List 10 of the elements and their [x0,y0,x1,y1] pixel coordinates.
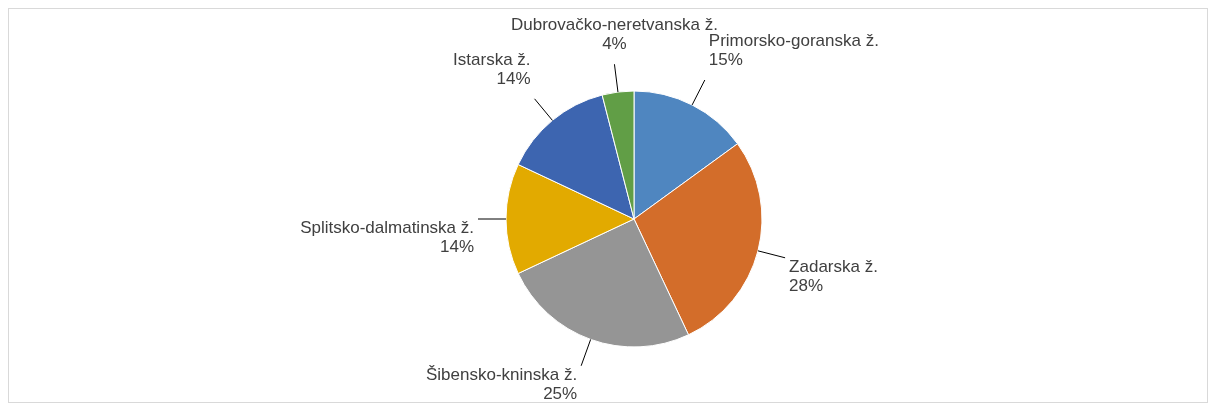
slice-label: Istarska ž. [453,49,531,69]
data-label: 15% [708,50,743,69]
slice-label: Zadarska ž. [789,256,878,276]
data-label: 28% [789,275,824,295]
slice-label: Šibensko-kninska ž. [425,364,578,384]
data-label: 4% [602,34,627,54]
slice-label: Splitsko-dalmatinska ž. [300,218,474,237]
data-label: 14% [439,237,474,256]
data-label: 14% [496,68,531,88]
data-label: 25% [543,383,578,403]
